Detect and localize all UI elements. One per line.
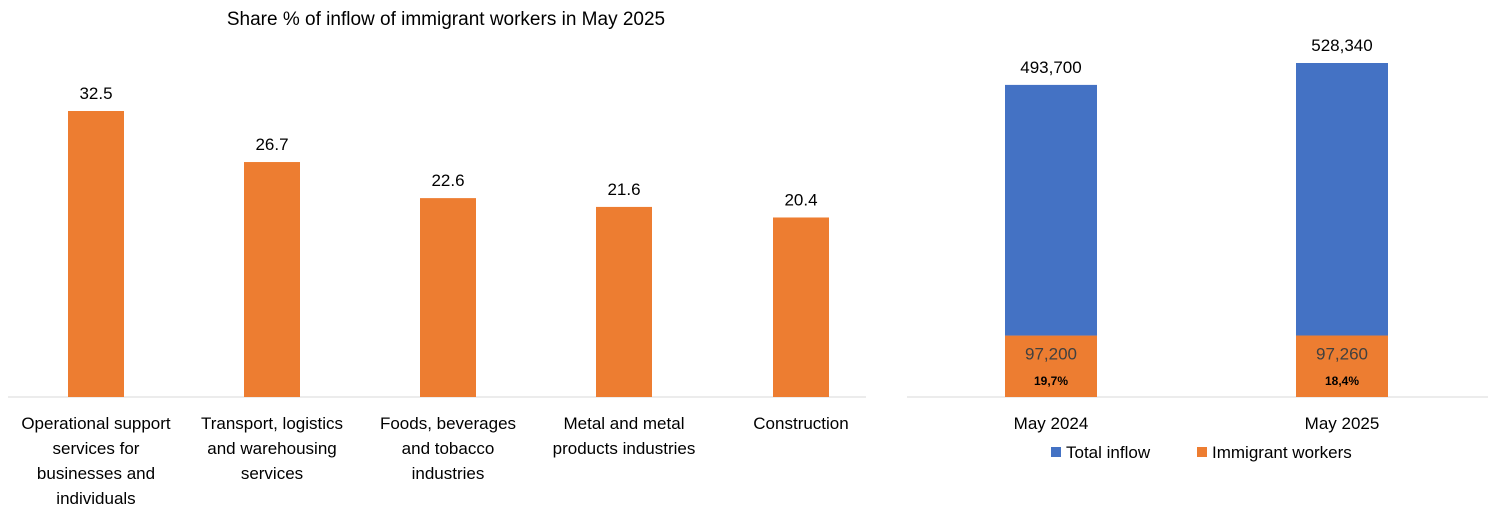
bar bbox=[244, 162, 300, 397]
category-label: services for bbox=[53, 439, 140, 458]
category-label: individuals bbox=[56, 489, 135, 508]
data-label: 32.5 bbox=[79, 84, 112, 103]
bar bbox=[68, 111, 124, 397]
category-label: May 2024 bbox=[1014, 414, 1089, 433]
legend-label: Total inflow bbox=[1066, 443, 1151, 462]
data-label-immigrant: 97,260 bbox=[1316, 345, 1368, 364]
category-label: Transport, logistics bbox=[201, 414, 343, 433]
bar-segment-total-inflow bbox=[1296, 63, 1388, 336]
bar-segment-immigrant-workers bbox=[1296, 335, 1388, 397]
bar bbox=[596, 206, 652, 397]
category-label: Foods, beverages bbox=[380, 414, 516, 433]
data-label-immigrant: 97,200 bbox=[1025, 345, 1077, 364]
data-label: 21.6 bbox=[607, 180, 640, 199]
data-label: 26.7 bbox=[255, 135, 288, 154]
left-bar-chart: Share % of inflow of immigrant workers i… bbox=[8, 9, 866, 508]
data-label: 20.4 bbox=[784, 190, 817, 209]
category-label: and tobacco bbox=[402, 439, 495, 458]
bar-segment-immigrant-workers bbox=[1005, 335, 1097, 397]
right-stacked-bar-chart: 493,700 97,200 19,7% May 2024 528,340 97,260 1… bbox=[907, 36, 1488, 462]
category-label: and warehousing bbox=[207, 439, 336, 458]
legend-label: Immigrant workers bbox=[1212, 443, 1352, 462]
bar-segment-total-inflow bbox=[1005, 84, 1097, 336]
category-label: Operational support bbox=[21, 414, 171, 433]
category-label: products industries bbox=[553, 439, 696, 458]
share-label: 19,7% bbox=[1034, 374, 1068, 388]
category-label: Metal and metal bbox=[564, 414, 685, 433]
legend-swatch bbox=[1197, 447, 1207, 457]
bar bbox=[420, 198, 476, 397]
category-label: services bbox=[241, 464, 303, 483]
data-label-total: 493,700 bbox=[1020, 58, 1081, 77]
data-label: 22.6 bbox=[431, 171, 464, 190]
legend-swatch bbox=[1051, 447, 1061, 457]
category-label: industries bbox=[412, 464, 485, 483]
bar bbox=[773, 217, 829, 397]
share-label: 18,4% bbox=[1325, 374, 1359, 388]
category-label: businesses and bbox=[37, 464, 155, 483]
chart-title: Share % of inflow of immigrant workers i… bbox=[227, 9, 665, 30]
legend: Total inflow Immigrant workers bbox=[1051, 443, 1352, 462]
category-label: Construction bbox=[753, 414, 848, 433]
data-label-total: 528,340 bbox=[1311, 36, 1372, 55]
category-label: May 2025 bbox=[1305, 414, 1380, 433]
